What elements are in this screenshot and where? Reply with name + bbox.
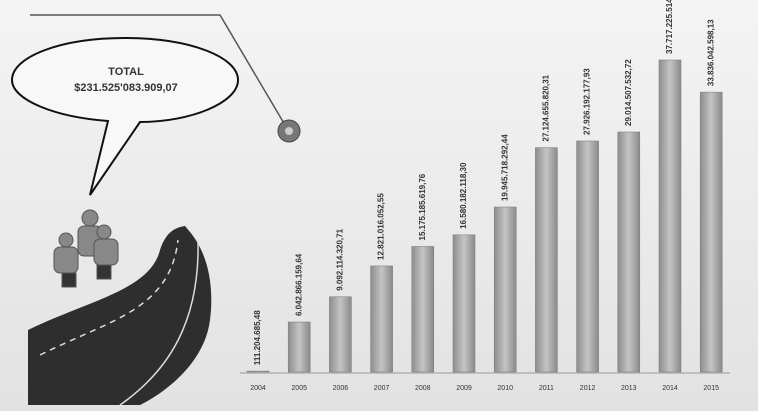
- bar: [493, 206, 517, 373]
- x-tick-label: 2011: [539, 385, 554, 392]
- road-edge: [119, 239, 199, 406]
- bar: [576, 140, 599, 373]
- value-label: 111.204.685,48: [253, 310, 262, 365]
- total-label: TOTAL: [108, 66, 144, 78]
- bar: [452, 234, 476, 373]
- road-line: [39, 239, 179, 356]
- x-tick-label: 2009: [456, 385, 472, 392]
- value-label: 37.717.225.514,81: [665, 0, 674, 54]
- bar: [699, 91, 723, 373]
- x-tick-label: 2014: [662, 385, 678, 392]
- value-label: 27.124.655.820,31: [542, 74, 551, 141]
- bar: [370, 265, 393, 373]
- pointer-dot-center: [285, 127, 293, 135]
- value-label: 6.042.866.159,64: [294, 253, 303, 316]
- x-tick-label: 2012: [580, 385, 596, 392]
- value-label: 29.014.507.532,72: [624, 59, 633, 126]
- bar: [329, 296, 352, 373]
- value-label: 16.580.182.118,30: [459, 162, 468, 229]
- bar: [411, 246, 435, 373]
- value-label: 27.926.192.177,93: [583, 68, 592, 135]
- bar: [658, 59, 682, 373]
- x-tick-label: 2005: [291, 385, 307, 392]
- x-tick-label: 2004: [250, 385, 266, 392]
- value-label: 12.821.016.052,55: [377, 193, 386, 260]
- total-value: $231.525'083.909,07: [74, 82, 178, 94]
- pointer-line: [30, 14, 286, 126]
- value-label: 33.836.042.598,13: [706, 19, 715, 86]
- value-label: 9.092.114.320,71: [336, 228, 345, 290]
- x-tick-label: 2007: [374, 385, 390, 392]
- bar: [287, 321, 311, 373]
- speech-bubble: [10, 36, 240, 196]
- value-label: 15.175.185.619,76: [418, 173, 427, 240]
- x-tick-label: 2006: [333, 385, 349, 392]
- x-tick-label: 2010: [497, 385, 513, 392]
- x-tick-label: 2015: [703, 385, 719, 392]
- bar: [535, 147, 558, 373]
- value-label: 19.945.718.292,44: [500, 134, 509, 201]
- people-icon: [53, 209, 119, 288]
- x-tick-label: 2013: [621, 385, 637, 392]
- bar: [617, 131, 641, 373]
- x-tick-label: 2008: [415, 385, 431, 392]
- bar: [246, 370, 270, 373]
